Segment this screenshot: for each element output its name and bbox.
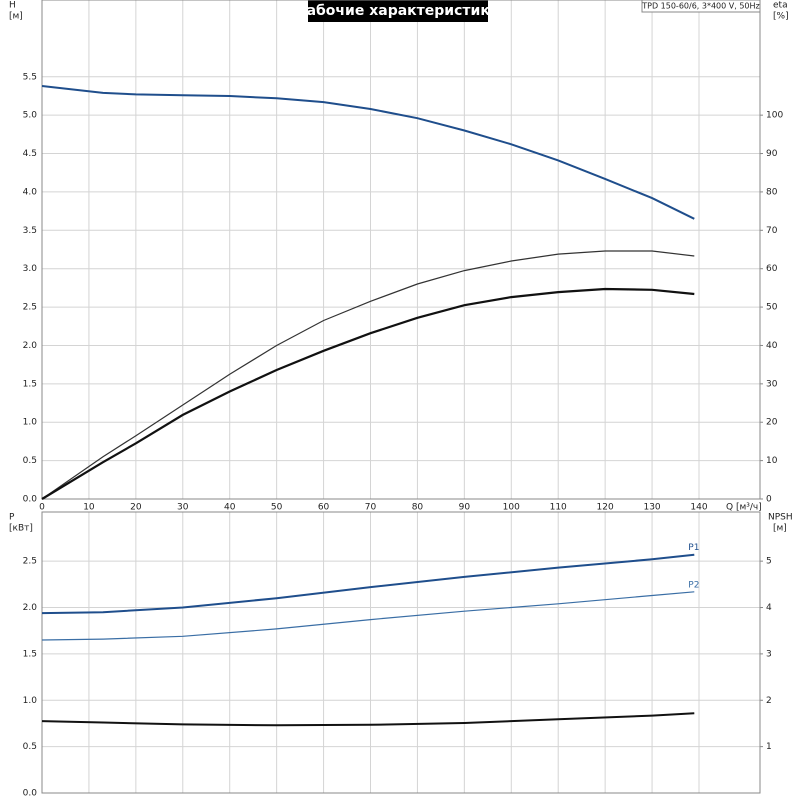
plot-frame	[41, 511, 761, 794]
x-tick-label: 70	[365, 503, 377, 513]
chart-title: Рабочие характеристики	[296, 3, 499, 19]
y2-tick-label: 70	[766, 226, 778, 236]
y2-axis-unit: [м]	[773, 524, 787, 534]
y-tick-label: 4.5	[23, 149, 37, 159]
y-axis-label: H	[9, 1, 16, 11]
y-tick-label: 2.5	[23, 303, 37, 313]
y-tick-label: 5.0	[23, 111, 38, 121]
x-tick-label: 60	[318, 503, 330, 513]
y2-tick-label: 90	[766, 149, 778, 159]
y-tick-label: 1.0	[23, 696, 38, 706]
y-tick-label: 2.5	[23, 557, 37, 567]
line-series	[41, 287, 695, 500]
x-tick-label: 0	[39, 503, 45, 513]
line-series	[41, 85, 695, 220]
y2-tick-label: 60	[766, 264, 778, 274]
y-tick-label: 0.5	[23, 456, 37, 466]
y-tick-label: 0.0	[23, 495, 38, 505]
y-tick-label: 5.5	[23, 72, 37, 82]
y-tick-label: 0.5	[23, 742, 37, 752]
y-tick-label: 3.0	[23, 264, 38, 274]
y2-tick-label: 100	[766, 111, 783, 121]
x-tick-label: 100	[503, 503, 520, 513]
y2-tick-label: 4	[766, 603, 772, 613]
y-axis-label: P	[9, 513, 15, 523]
plot-frame	[41, 0, 761, 500]
y-tick-label: 0.0	[23, 789, 38, 799]
y-tick-label: 1.5	[23, 379, 37, 389]
y-tick-label: 2.0	[23, 341, 38, 351]
y2-tick-label: 5	[766, 557, 772, 567]
x-tick-label: 90	[459, 503, 471, 513]
y2-tick-label: 2	[766, 696, 772, 706]
x-tick-label: 40	[224, 503, 236, 513]
x-tick-label: 30	[177, 503, 189, 513]
y2-axis-label: NPSH	[768, 513, 793, 523]
y2-tick-label: 10	[766, 456, 778, 466]
y-tick-label: 4.0	[23, 187, 38, 197]
x-axis-label: Q [м³/ч]	[726, 503, 762, 513]
model-label: TPD 150-60/6, 3*400 V, 50Hz	[641, 2, 759, 11]
line-series	[41, 250, 695, 500]
y2-tick-label: 50	[766, 303, 778, 313]
y2-tick-label: 40	[766, 341, 778, 351]
y-tick-label: 2.0	[23, 603, 38, 613]
y2-axis-label: eta	[773, 1, 788, 11]
x-tick-label: 10	[83, 503, 95, 513]
y2-tick-label: 0	[766, 495, 772, 505]
y2-tick-label: 20	[766, 418, 778, 428]
x-tick-label: 20	[130, 503, 142, 513]
y2-tick-label: 3	[766, 649, 772, 659]
y2-axis-unit: [%]	[773, 12, 789, 22]
x-tick-label: 80	[412, 503, 424, 513]
y-tick-label: 1.5	[23, 649, 37, 659]
x-tick-label: 120	[597, 503, 614, 513]
x-tick-label: 130	[643, 503, 660, 513]
y2-tick-label: 1	[766, 742, 772, 752]
line-series	[41, 712, 695, 727]
y2-tick-label: 80	[766, 187, 778, 197]
series-label: P1	[688, 543, 699, 553]
y-axis-unit: [кВт]	[9, 524, 33, 534]
y-tick-label: 3.5	[23, 226, 37, 236]
x-tick-label: 110	[550, 503, 567, 513]
x-tick-label: 50	[271, 503, 283, 513]
series-label: P2	[688, 580, 699, 590]
y2-tick-label: 30	[766, 379, 778, 389]
title-box	[308, 0, 488, 22]
line-series	[41, 553, 695, 615]
y-tick-label: 1.0	[23, 418, 38, 428]
line-series	[41, 591, 695, 641]
x-tick-label: 140	[690, 503, 707, 513]
y-axis-unit: [м]	[9, 12, 23, 22]
